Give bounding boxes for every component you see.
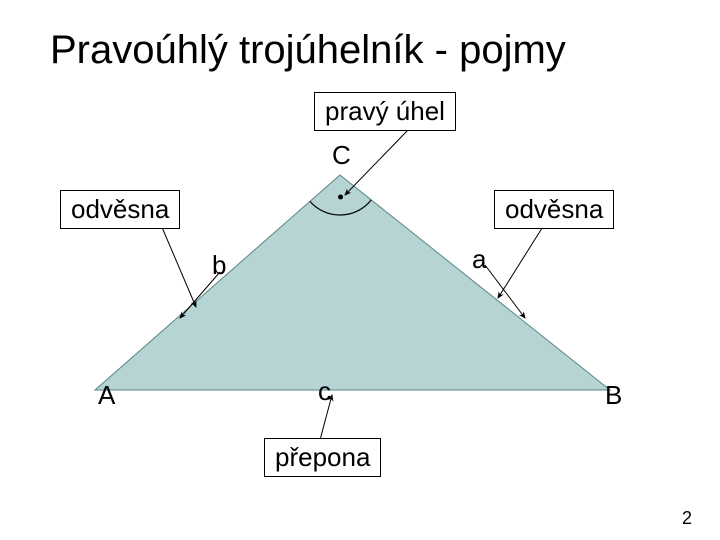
vertex-b-label: B bbox=[605, 380, 622, 411]
leg-left-label-box: odvěsna bbox=[60, 190, 180, 229]
side-c-label: c bbox=[318, 376, 331, 407]
side-b-label: b bbox=[212, 250, 226, 281]
leg-right-label-box: odvěsna bbox=[494, 190, 614, 229]
vertex-a-label: A bbox=[98, 380, 115, 411]
hypotenuse-label-box: přepona bbox=[264, 438, 381, 477]
slide-number: 2 bbox=[682, 508, 692, 529]
vertex-c-label: C bbox=[332, 140, 351, 171]
right-angle-label-box: pravý úhel bbox=[314, 92, 456, 131]
side-a-label: a bbox=[472, 244, 486, 275]
